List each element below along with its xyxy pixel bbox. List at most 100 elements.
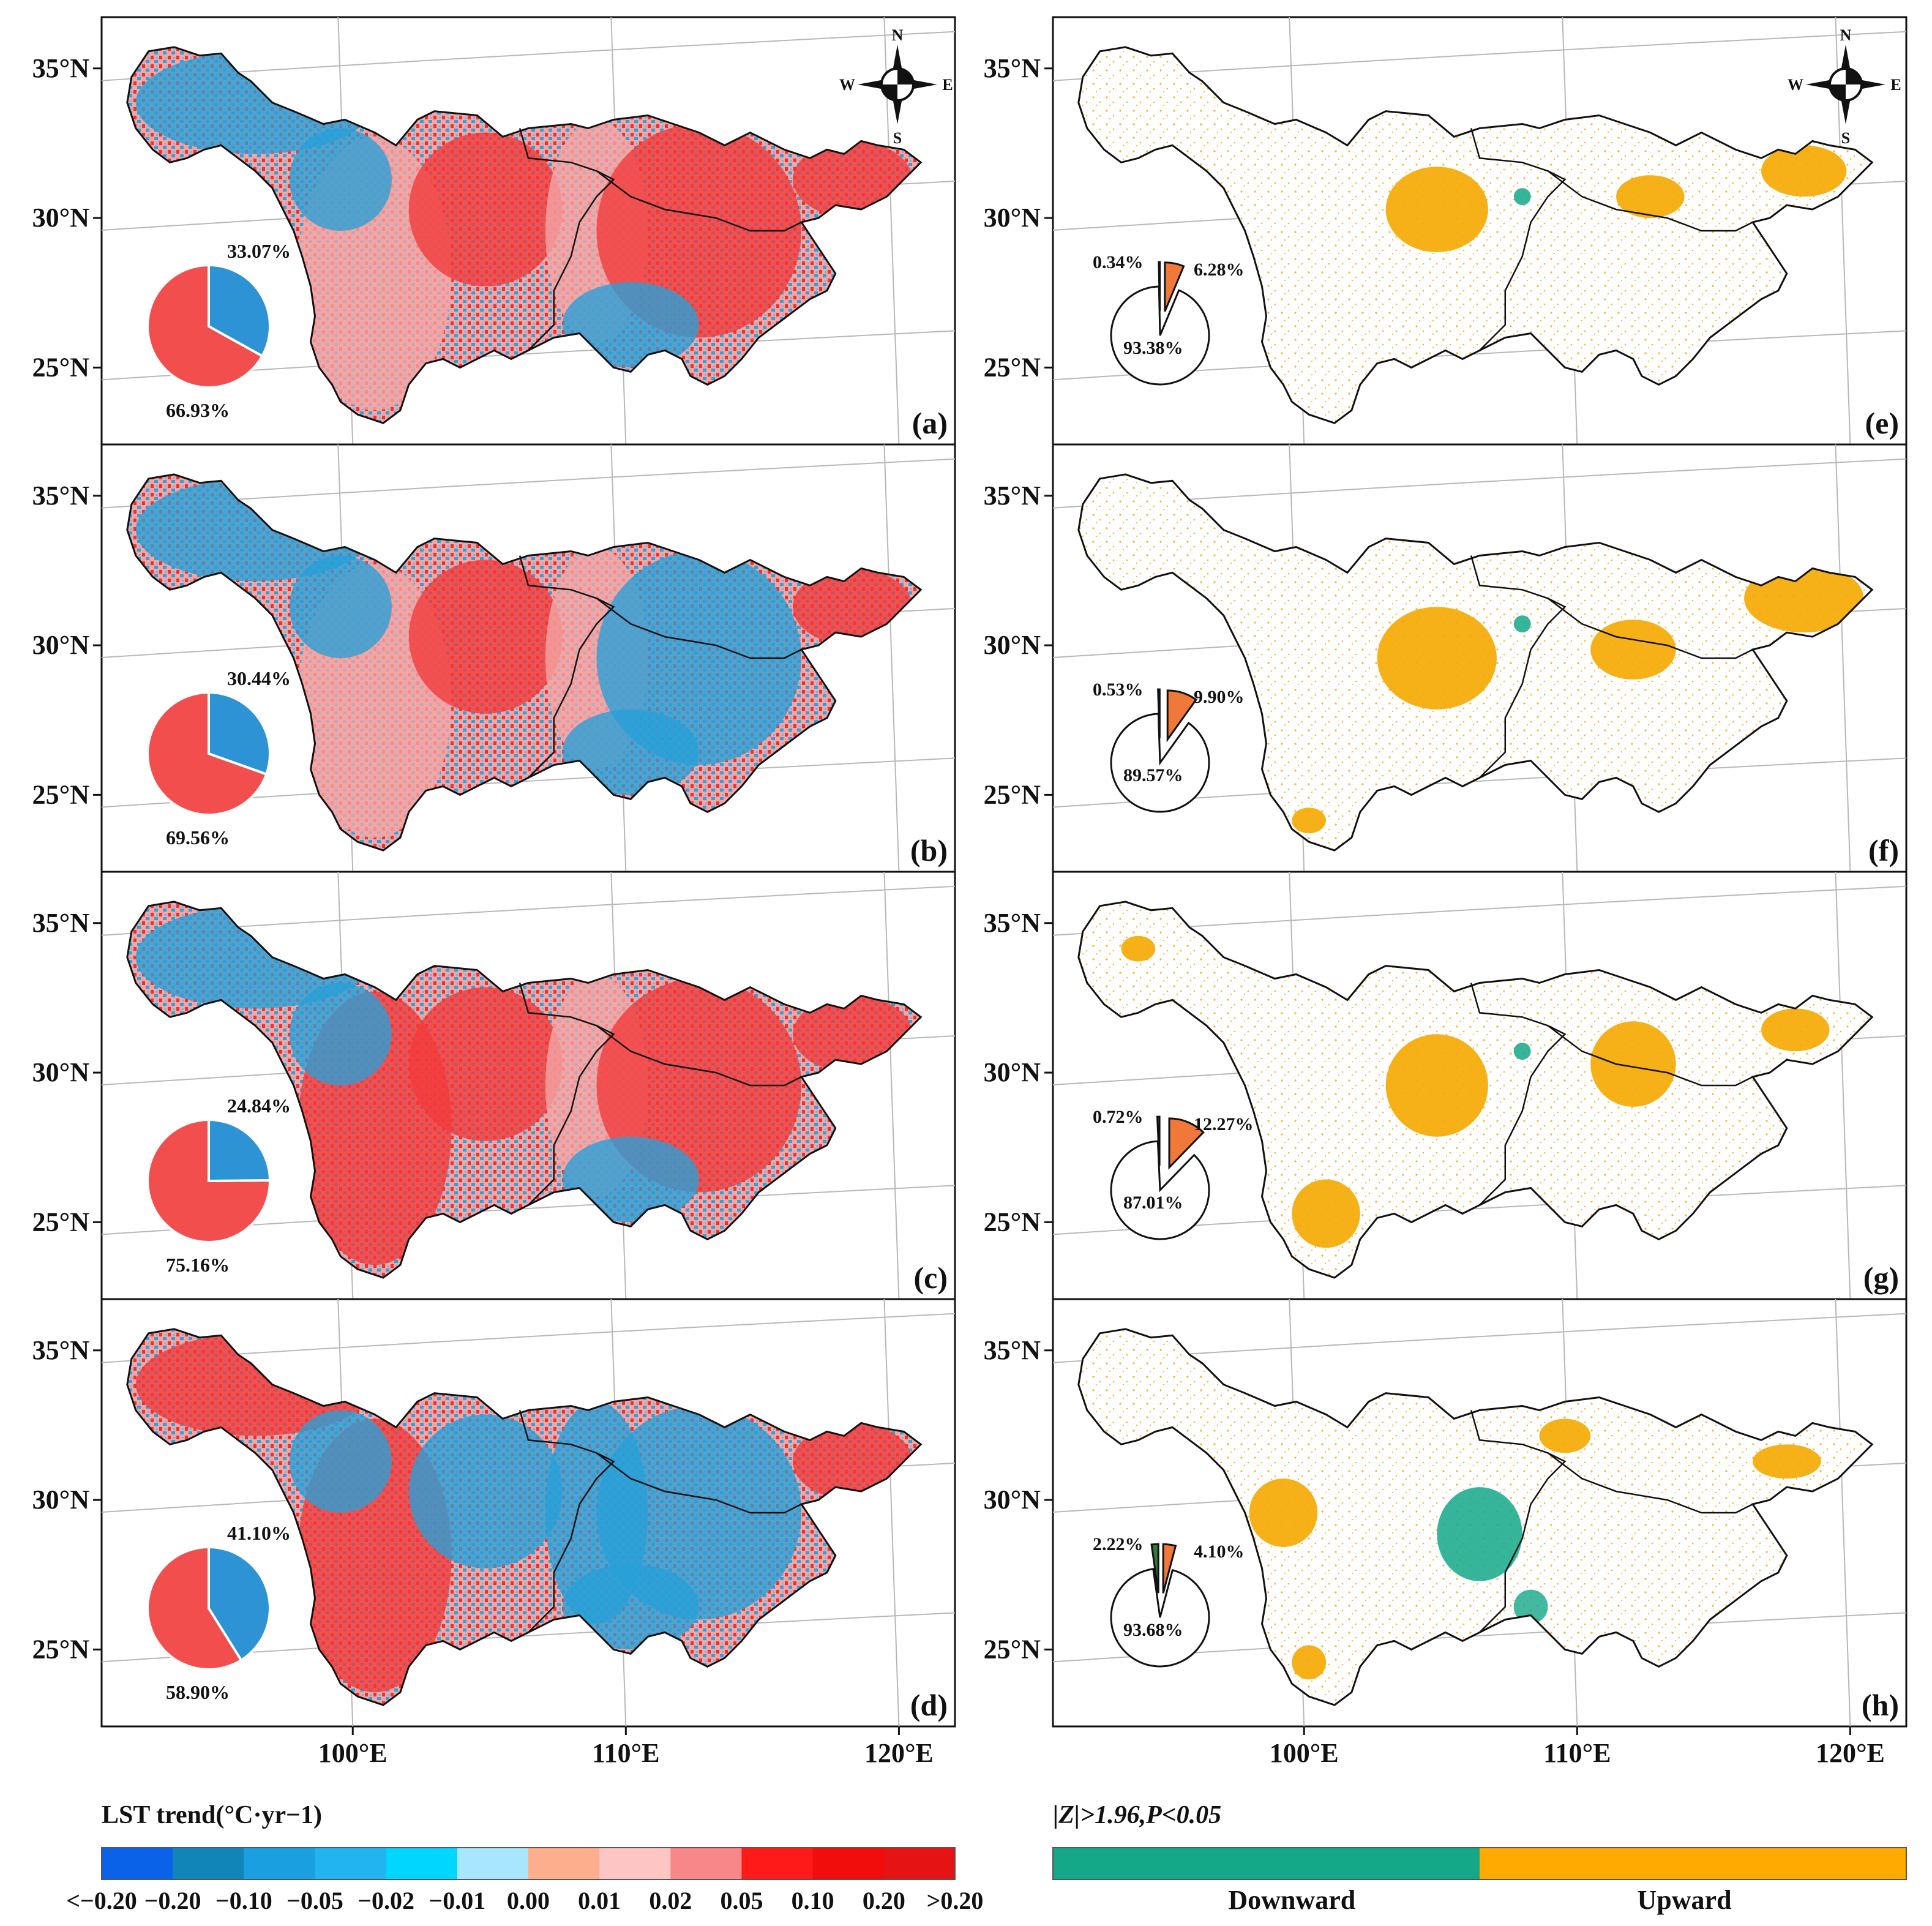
pie-slice-none — [1110, 1568, 1210, 1668]
panel-label: (d) — [910, 1688, 948, 1722]
lst-legend-tick-label: 0.01 — [578, 1887, 621, 1914]
lst-trend-panel-a: 35°N 30°N 25°N N S E W 33.07% 66.93% (a) — [32, 16, 956, 446]
latitude-label: 35°N — [984, 53, 1041, 83]
lst-legend-swatch — [599, 1848, 671, 1879]
pie-chart: 2.22% 4.10% 93.68% — [1093, 1534, 1245, 1668]
pie-slice-upward — [1168, 1117, 1205, 1170]
pie-none-label: 87.01% — [1123, 1193, 1183, 1213]
longitude-line — [1835, 444, 1851, 872]
sub-basin-border — [1547, 1025, 1753, 1087]
longitude-label: 120°E — [864, 1738, 934, 1768]
lst-legend-tick-label: 0.20 — [863, 1887, 905, 1914]
longitude-label: 100°E — [1270, 1738, 1339, 1768]
longitude-label: 100°E — [318, 1738, 388, 1768]
compass-w-label: W — [1788, 76, 1803, 94]
downward-swatch — [1053, 1848, 1480, 1879]
latitude-label: 35°N — [32, 1335, 90, 1365]
lst-legend-swatch — [812, 1848, 885, 1879]
legend-layer: 100°E 110°E 120°E 100°E 110°E 120°E LST trend(… — [66, 1726, 1907, 1915]
pie-slice-none — [1110, 285, 1210, 386]
pie-slice-downward — [1156, 1115, 1161, 1166]
sub-basin-border — [1470, 983, 1567, 1206]
pie-slice-negative — [208, 1545, 271, 1662]
pie-none-label: 93.68% — [1123, 1620, 1183, 1640]
latitude-label: 25°N — [32, 1207, 90, 1237]
upward-area — [1121, 935, 1156, 962]
downward-area — [1513, 615, 1531, 633]
raster-patch — [289, 555, 392, 658]
significance-panel-h: 35°N 30°N 25°N 2.22% 4.10% 93.68% (h) — [984, 1298, 1908, 1728]
latitude-label: 30°N — [32, 1485, 90, 1515]
pie-positive-label: 66.93% — [166, 399, 230, 421]
latitude-label: 35°N — [984, 1335, 1041, 1365]
downward-area — [1513, 188, 1531, 206]
sub-basin-border — [1547, 1452, 1753, 1514]
panel-label: (g) — [1863, 1261, 1899, 1295]
upward-area — [1616, 175, 1685, 219]
lst-legend-swatch — [528, 1848, 600, 1879]
raster-patch — [289, 128, 392, 231]
lst-legend-swatch — [315, 1848, 387, 1879]
compass-quad — [897, 69, 913, 84]
lst-legend-tick-label: 0.05 — [721, 1887, 763, 1914]
pie-slice-none — [1110, 713, 1210, 813]
lst-legend-swatch — [457, 1848, 529, 1879]
latitude-label: 35°N — [984, 908, 1041, 938]
pie-upward-label: 12.27% — [1194, 1114, 1254, 1134]
lst-legend-tick-label: −0.01 — [429, 1887, 485, 1914]
pie-slice-downward — [1157, 688, 1161, 739]
upward-area — [1292, 807, 1327, 834]
panel-label: (c) — [914, 1261, 948, 1295]
downward-label: Downward — [1228, 1885, 1355, 1915]
pie-slice-negative — [208, 263, 271, 358]
pie-chart: 41.10% 58.90% — [146, 1522, 291, 1703]
pie-none-label: 93.38% — [1123, 338, 1183, 358]
longitude-label: 110°E — [1543, 1738, 1611, 1768]
lst-legend-tick-label: >0.20 — [927, 1887, 984, 1914]
compass-icon: N S E W — [839, 26, 953, 147]
latitude-label: 25°N — [984, 779, 1041, 809]
pie-slice-negative — [208, 1118, 272, 1183]
panel-label: (e) — [1865, 406, 1900, 440]
raster-patch — [408, 987, 563, 1141]
lst-legend-swatch — [102, 1848, 173, 1879]
sub-basin-border — [1470, 555, 1567, 779]
downward-area — [1437, 1487, 1522, 1581]
latitude-label: 25°N — [984, 1634, 1041, 1664]
pie-positive-label: 75.16% — [166, 1254, 230, 1276]
latitude-label: 25°N — [32, 779, 90, 809]
basin-outline — [1077, 901, 1874, 1279]
pie-upward-label: 4.10% — [1194, 1542, 1245, 1562]
upward-area — [1377, 607, 1497, 710]
pie-chart: 33.07% 66.93% — [146, 240, 291, 421]
longitude-line — [1835, 1298, 1851, 1727]
lst-legend-tick-label: −0.02 — [358, 1887, 414, 1914]
pie-slice-downward — [1158, 261, 1161, 312]
compass-e-label: E — [942, 76, 953, 94]
downward-area — [1513, 1043, 1531, 1060]
latitude-label: 25°N — [32, 352, 90, 382]
latitude-label: 30°N — [32, 630, 90, 660]
basin-outline — [126, 901, 923, 1279]
lst-legend-tick-label: 0.00 — [507, 1887, 550, 1914]
pie-downward-label: 2.22% — [1093, 1534, 1144, 1554]
significance-panel-f: 35°N 30°N 25°N 0.53% 9.90% 89.57% (f) — [984, 443, 1908, 873]
compass-quad — [1830, 84, 1846, 100]
pie-positive-label: 69.56% — [166, 826, 230, 849]
pie-slice-positive — [146, 1545, 243, 1671]
compass-quad — [1846, 69, 1862, 84]
pie-downward-label: 0.72% — [1093, 1107, 1144, 1127]
upward-area — [1590, 620, 1676, 680]
sub-basin-border — [1470, 128, 1567, 351]
lst-legend-tick-label: <−0.20 — [66, 1887, 137, 1914]
sub-basin-border — [1547, 598, 1753, 659]
pie-slice-positive — [146, 263, 264, 389]
pie-chart: 24.84% 75.16% — [146, 1095, 291, 1276]
pie-negative-label: 30.44% — [227, 667, 291, 689]
pie-slice-downward — [1150, 1543, 1159, 1594]
lst-legend-tick-label: 0.10 — [792, 1887, 834, 1914]
lst-trend-panel-b: 35°N 30°N 25°N 30.44% 69.56% (b) — [32, 443, 956, 873]
sub-basin-border — [596, 170, 802, 232]
raster-patch — [408, 1414, 563, 1568]
